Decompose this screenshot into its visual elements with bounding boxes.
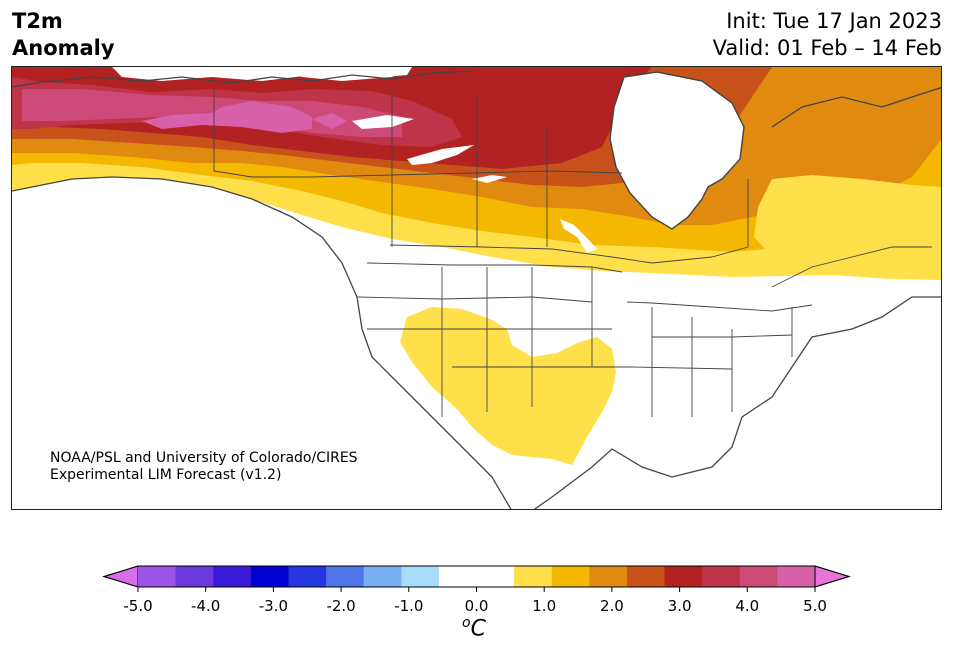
great-slave-lake bbox=[407, 145, 474, 165]
coastlines bbox=[12, 70, 941, 509]
credit-line-1: NOAA/PSL and University of Colorado/CIRE… bbox=[50, 450, 358, 466]
colorbar-swatch bbox=[514, 566, 553, 587]
colorbar-unit: oC bbox=[462, 615, 486, 641]
great-bear-lake bbox=[352, 115, 414, 129]
colorbar-swatch bbox=[438, 566, 477, 587]
colorbar-swatch bbox=[213, 566, 252, 587]
init-date: Init: Tue 17 Jan 2023 bbox=[726, 9, 942, 33]
colorbar-tick-label: 1.0 bbox=[532, 597, 556, 615]
colorbar-extend-high bbox=[814, 565, 851, 588]
anomaly-band-4.5-b bbox=[312, 113, 347, 129]
chart-title: T2m Anomaly bbox=[12, 8, 115, 62]
credit-line-2: Experimental LIM Forecast (v1.2) bbox=[50, 467, 282, 483]
colorbar-tick-label: -2.0 bbox=[326, 597, 355, 615]
colorbar-swatch bbox=[401, 566, 440, 587]
colorbar-extend-low bbox=[102, 565, 139, 588]
pacific-ocean bbox=[12, 177, 511, 509]
anomaly-band-4.5 bbox=[142, 101, 312, 133]
colorbar-swatch bbox=[664, 566, 703, 587]
valid-range: Valid: 01 Feb – 14 Feb bbox=[712, 36, 942, 60]
colorbar-tick-label: -1.0 bbox=[394, 597, 423, 615]
colorbar-tick-label: -5.0 bbox=[123, 597, 152, 615]
colorbar-tick-label: -3.0 bbox=[259, 597, 288, 615]
credit-text: NOAA/PSL and University of Colorado/CIRE… bbox=[50, 450, 358, 484]
colorbar-unit-label: C bbox=[470, 616, 486, 642]
colorbar-swatch bbox=[363, 566, 402, 587]
colorbar-swatch bbox=[175, 566, 214, 587]
colorbar-swatch bbox=[589, 566, 628, 587]
colorbar-swatch bbox=[551, 566, 590, 587]
colorbar-tick-label: 2.0 bbox=[600, 597, 624, 615]
anomaly-map: NOAA/PSL and University of Colorado/CIRE… bbox=[11, 66, 942, 510]
colorbar-tick-label: 0.0 bbox=[465, 597, 489, 615]
colorbar-swatches bbox=[102, 565, 851, 588]
anomaly-patch-east bbox=[754, 175, 941, 279]
colorbar-swatch bbox=[702, 566, 741, 587]
colorbar-unit-degree: o bbox=[462, 615, 471, 631]
colorbar-swatch bbox=[138, 566, 177, 587]
colorbar-swatch bbox=[326, 566, 365, 587]
colorbar-swatch bbox=[626, 566, 666, 587]
map-graphic bbox=[12, 67, 941, 509]
colorbar-tick-label: 4.0 bbox=[735, 597, 759, 615]
colorbar-swatch bbox=[288, 566, 327, 587]
colorbar-tick-label: -4.0 bbox=[191, 597, 220, 615]
lake-athabasca bbox=[472, 175, 507, 183]
title-line-2: Anomaly bbox=[12, 36, 115, 60]
colorbar-ticks: -5.0 -4.0 -3.0 -2.0 -1.0 0.0 1.0 2.0 3.0 4.0 5.0 bbox=[123, 587, 827, 615]
title-line-1: T2m bbox=[12, 9, 63, 33]
lake-winnipeg bbox=[560, 219, 597, 253]
colorbar-tick-label: 3.0 bbox=[668, 597, 692, 615]
colorbar-swatch bbox=[739, 566, 778, 587]
political-borders bbox=[213, 89, 932, 417]
anomaly-patch-sw bbox=[400, 307, 616, 465]
forecast-header: Init: Tue 17 Jan 2023 Valid: 01 Feb – 14… bbox=[713, 8, 942, 62]
colorbar-tick-label: 5.0 bbox=[803, 597, 827, 615]
atlantic-ocean bbox=[534, 297, 941, 509]
colorbar-swatch bbox=[250, 566, 289, 587]
colorbar-swatch bbox=[476, 566, 515, 587]
colorbar-swatch bbox=[777, 566, 816, 587]
